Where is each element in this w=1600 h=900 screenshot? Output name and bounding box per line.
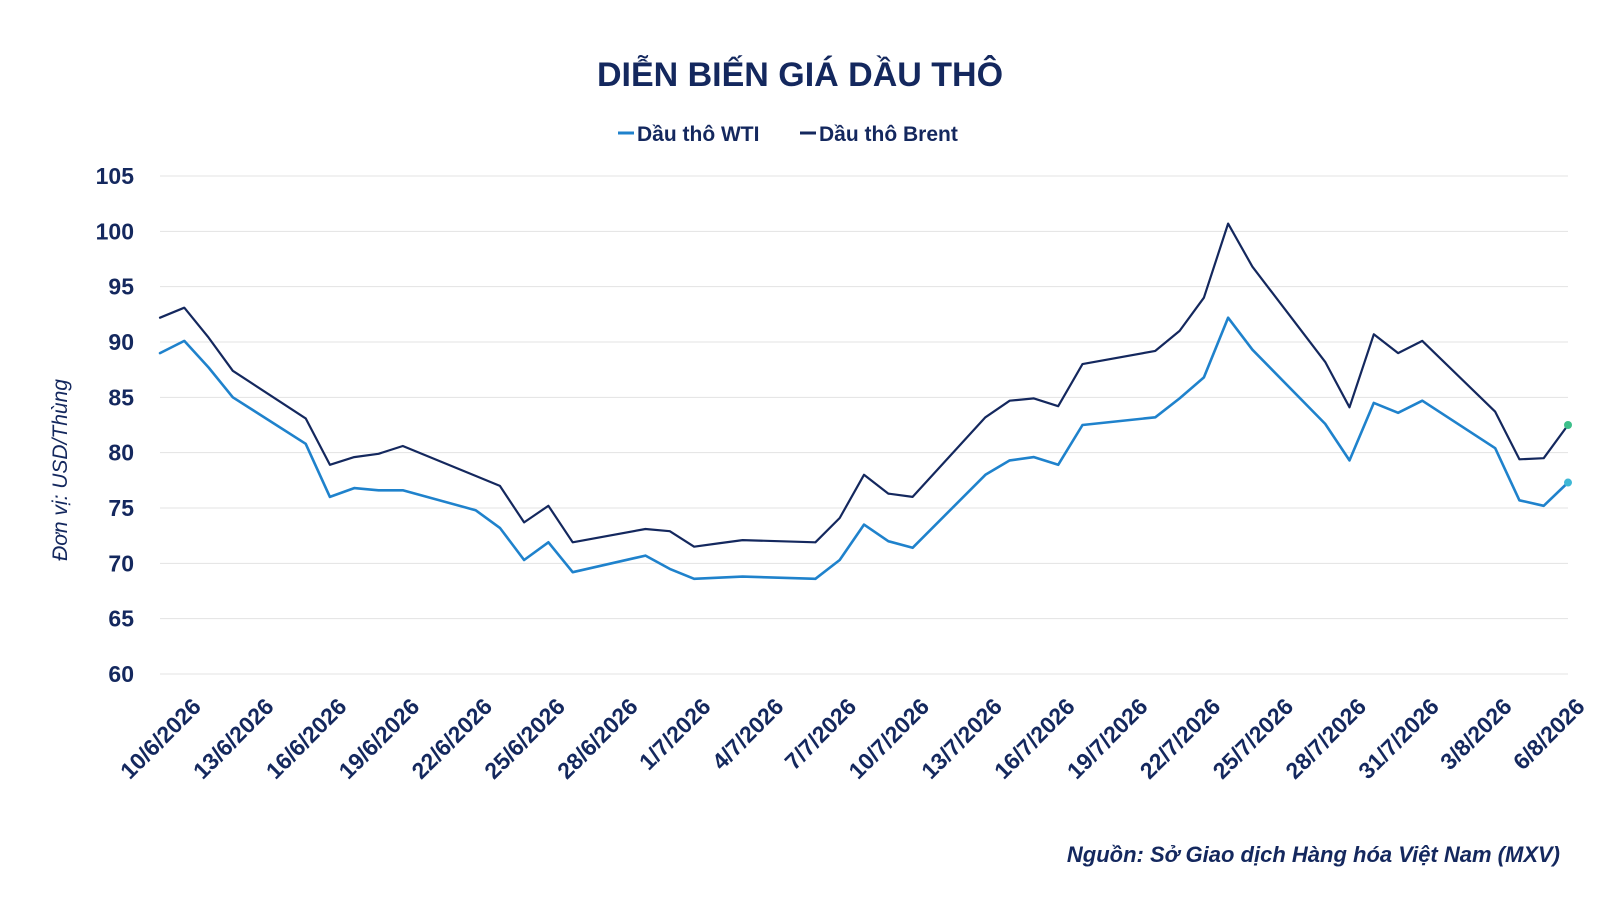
legend: Dầu thô WTI Dầu thô Brent [618,123,958,146]
series-line-wti [158,316,1570,581]
series [158,222,1572,581]
y-tick-label: 65 [108,606,134,632]
x-axis-ticks: 10/6/202613/6/202616/6/202619/6/202622/6… [115,693,1589,784]
y-tick-label: 70 [108,550,134,576]
x-tick-label: 4/7/2026 [707,693,789,775]
y-tick-label: 95 [108,274,134,300]
y-axis-ticks: 60 65 70 75 80 85 90 95 100 105 [96,163,135,687]
y-tick-label: 105 [96,163,135,189]
y-tick-label: 75 [108,495,134,521]
series-end-point-brent [1564,421,1572,429]
y-tick-label: 90 [108,329,134,355]
source-note: Nguồn: Sở Giao dịch Hàng hóa Việt Nam (M… [1067,842,1560,867]
x-tick-label: 3/8/2026 [1435,693,1517,775]
x-tick-label: 1/7/2026 [634,693,716,775]
y-axis-label: Đơn vị: USD/Thùng [49,379,72,561]
x-tick-label: 6/8/2026 [1508,693,1590,775]
series-line-brent [158,222,1570,548]
legend-label-wti: Dầu thô WTI [637,123,759,146]
chart-title: DIỄN BIẾN GIÁ DẦU THÔ [597,55,1003,94]
y-tick-label: 60 [108,661,134,687]
x-tick-label: 31/7/2026 [1353,693,1444,784]
series-end-point-wti [1564,478,1572,487]
legend-label-brent: Dầu thô Brent [819,123,958,146]
y-tick-label: 100 [96,218,134,244]
x-tick-label: 28/6/2026 [552,693,643,784]
grid [160,175,1568,675]
y-tick-label: 85 [108,384,134,410]
y-tick-label: 80 [108,440,134,466]
